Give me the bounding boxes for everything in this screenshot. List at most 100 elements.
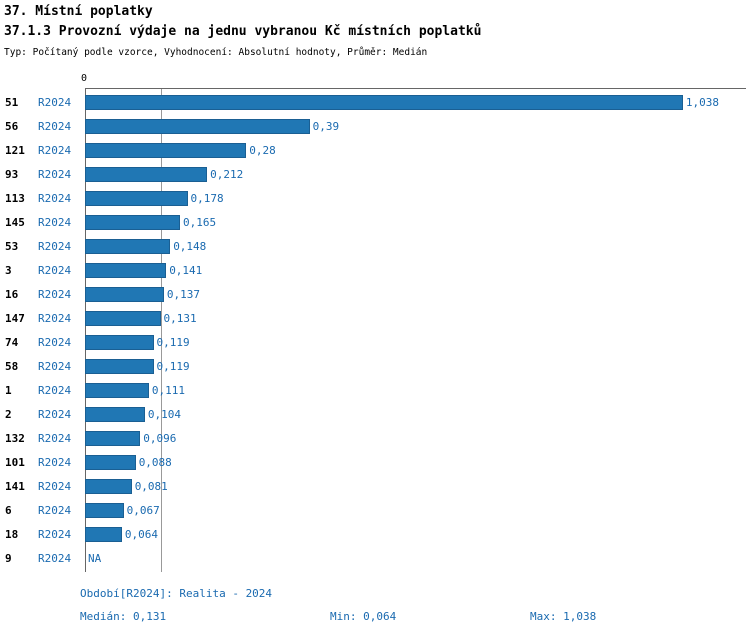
bar-value-label: 0,088: [138, 455, 172, 469]
bar-chart: 51 R2024 1,038 56 R2024 0,39 121 R2024 0…: [0, 88, 750, 572]
bar: [85, 142, 247, 158]
chart-row: 113 R2024 0,178: [0, 186, 750, 210]
bar-value-label: 0,119: [156, 335, 190, 349]
bar: [85, 166, 208, 182]
chart-subtitle: Typ: Počítaný podle vzorce, Vyhodnocení:…: [4, 47, 428, 58]
x-axis-line: [85, 88, 746, 89]
row-period: R2024: [38, 527, 72, 541]
chart-row: 141 R2024 0,081: [0, 474, 750, 498]
row-id: 93: [5, 167, 19, 181]
bar: [85, 286, 164, 302]
chart-row: 6 R2024 0,067: [0, 498, 750, 522]
row-id: 113: [5, 191, 25, 205]
row-period: R2024: [38, 239, 72, 253]
bar: [85, 406, 145, 422]
row-id: 3: [5, 263, 12, 277]
row-id: 53: [5, 239, 19, 253]
row-period: R2024: [38, 359, 72, 373]
row-period: R2024: [38, 311, 72, 325]
bar-value-label: 1,038: [685, 95, 720, 109]
bar-value-label: 0,064: [124, 527, 159, 541]
chart-row: 56 R2024 0,39: [0, 114, 750, 138]
chart-row: 121 R2024 0,28: [0, 138, 750, 162]
row-id: 16: [5, 287, 19, 301]
row-period: R2024: [38, 431, 72, 445]
bar: [85, 214, 180, 230]
chart-row: 58 R2024 0,119: [0, 354, 750, 378]
bar-value-label: 0,212: [210, 167, 244, 181]
bar-value-label: 0,081: [134, 479, 168, 493]
bar: [85, 358, 154, 374]
bar: [85, 190, 188, 206]
row-id: 147: [5, 311, 25, 325]
row-period: R2024: [38, 263, 72, 277]
bar-value-label: 0,165: [183, 215, 217, 229]
bar: [85, 478, 132, 494]
row-id: 145: [5, 215, 25, 229]
row-period: R2024: [38, 335, 72, 349]
row-id: 121: [5, 143, 25, 157]
row-id: 18: [5, 527, 19, 541]
chart-row: 1 R2024 0,111: [0, 378, 750, 402]
median-gridline: [160, 88, 162, 572]
row-period: R2024: [38, 167, 72, 181]
row-period: R2024: [38, 143, 72, 157]
chart-row: 53 R2024 0,148: [0, 234, 750, 258]
row-id: 6: [5, 503, 12, 517]
chart-row: 93 R2024 0,212: [0, 162, 750, 186]
bar-value-label: NA: [88, 551, 102, 565]
chart-row: 101 R2024 0,088: [0, 450, 750, 474]
bar-value-label: 0,28: [249, 143, 276, 157]
bar-value-label: 0,178: [190, 191, 224, 205]
row-period: R2024: [38, 407, 72, 421]
chart-row: 132 R2024 0,096: [0, 426, 750, 450]
chart-row: 18 R2024 0,064: [0, 522, 750, 546]
bar-value-label: 0,104: [147, 407, 182, 421]
bar: [85, 382, 149, 398]
bar-value-label: 0,148: [173, 239, 207, 253]
bar: [85, 430, 141, 446]
bar: [85, 454, 136, 470]
row-id: 141: [5, 479, 25, 493]
row-id: 2: [5, 407, 12, 421]
page-title: 37. Místní poplatky: [4, 4, 153, 19]
chart-row: 51 R2024 1,038: [0, 90, 750, 114]
row-period: R2024: [38, 503, 72, 517]
bar-value-label: 0,131: [163, 311, 197, 325]
row-id: 74: [5, 335, 19, 349]
row-period: R2024: [38, 479, 72, 493]
bar: [85, 94, 683, 110]
chart-row: 145 R2024 0,165: [0, 210, 750, 234]
row-id: 101: [5, 455, 25, 469]
bar-value-label: 0,137: [166, 287, 201, 301]
bar-value-label: 0,067: [126, 503, 160, 517]
row-id: 9: [5, 551, 12, 565]
row-period: R2024: [38, 551, 72, 565]
bar: [85, 526, 122, 542]
row-period: R2024: [38, 215, 72, 229]
chart-row: 74 R2024 0,119: [0, 330, 750, 354]
row-period: R2024: [38, 95, 72, 109]
bar: [85, 118, 310, 134]
row-id: 56: [5, 119, 19, 133]
axis-zero-label: 0: [81, 73, 88, 84]
bar: [85, 262, 167, 278]
y-axis-line: [85, 88, 86, 572]
chart-row: 9 R2024 NA: [0, 546, 750, 570]
min-stat: Min: 0,064: [330, 610, 397, 623]
bar: [85, 238, 171, 254]
period-annotation: Období[R2024]: Realita - 2024: [80, 587, 273, 600]
row-id: 51: [5, 95, 19, 109]
bar-value-label: 0,111: [151, 383, 186, 397]
bar-value-label: 0,141: [169, 263, 203, 277]
median-stat: Medián: 0,131: [80, 610, 167, 623]
chart-row: 16 R2024 0,137: [0, 282, 750, 306]
bar: [85, 310, 161, 326]
row-period: R2024: [38, 455, 72, 469]
chart-rows: 51 R2024 1,038 56 R2024 0,39 121 R2024 0…: [0, 90, 750, 570]
bar: [85, 334, 154, 350]
row-period: R2024: [38, 191, 72, 205]
chart-title: 37.1.3 Provozní výdaje na jednu vybranou…: [4, 24, 482, 39]
chart-row: 2 R2024 0,104: [0, 402, 750, 426]
bar-value-label: 0,119: [156, 359, 190, 373]
